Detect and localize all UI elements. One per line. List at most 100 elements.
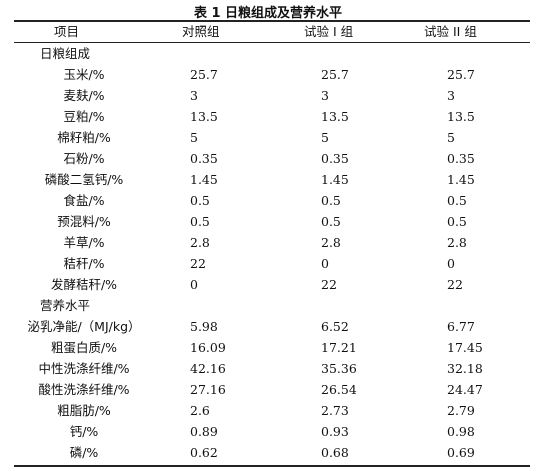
control-value: 16.09 [190, 340, 226, 355]
table-row: 豆粕/% 13.5 13.5 13.5 [14, 106, 530, 127]
bottom-rule [14, 465, 530, 467]
table-row: 泌乳净能/（MJ/kg） 5.98 6.52 6.77 [14, 316, 530, 337]
row-label: 豆粕/% [63, 109, 105, 124]
section-nutrient-level: 营养水平 [14, 295, 530, 316]
control-value: 2.8 [190, 235, 210, 250]
row-label: 食盐/% [63, 193, 105, 208]
table-row: 粗脂肪/% 2.6 2.73 2.79 [14, 400, 530, 421]
trial-1-value: 1.45 [321, 172, 349, 187]
control-value: 0.89 [190, 424, 218, 439]
trial-2-value: 32.18 [447, 361, 483, 376]
row-label: 麦麸/% [63, 88, 105, 103]
trial-1-value: 0.68 [321, 445, 349, 460]
row-label: 羊草/% [63, 235, 105, 250]
table-row: 麦麸/% 3 3 3 [14, 85, 530, 106]
control-value: 22 [190, 256, 206, 271]
table-row: 钙/% 0.89 0.93 0.98 [14, 421, 530, 442]
trial-2-value: 24.47 [447, 382, 483, 397]
control-value: 0.35 [190, 151, 218, 166]
trial-1-value: 5 [321, 130, 329, 145]
trial-2-value: 0.5 [447, 214, 467, 229]
trial-1-value: 0.35 [321, 151, 349, 166]
trial-1-value: 26.54 [321, 382, 357, 397]
row-label: 石粉/% [63, 151, 105, 166]
trial-1-value: 6.52 [321, 319, 349, 334]
trial-2-value: 0 [447, 256, 455, 271]
table-row: 石粉/% 0.35 0.35 0.35 [14, 148, 530, 169]
row-label: 磷酸二氢钙/% [44, 172, 124, 187]
trial-1-value: 25.7 [321, 67, 349, 82]
row-label: 泌乳净能/（MJ/kg） [27, 319, 141, 334]
control-value: 0 [190, 277, 198, 292]
trial-2-value: 6.77 [447, 319, 475, 334]
header-rule [14, 42, 530, 43]
table-row: 预混料/% 0.5 0.5 0.5 [14, 211, 530, 232]
trial-1-value: 3 [321, 88, 329, 103]
row-label: 玉米/% [63, 67, 105, 82]
section-diet-composition: 日粮组成 [14, 43, 530, 64]
trial-1-value: 0.5 [321, 214, 341, 229]
table-row: 粗蛋白质/% 16.09 17.21 17.45 [14, 337, 530, 358]
table-row: 磷酸二氢钙/% 1.45 1.45 1.45 [14, 169, 530, 190]
trial-2-value: 0.35 [447, 151, 475, 166]
trial-1-value: 35.36 [321, 361, 357, 376]
header-row: 项目 对照组 试验 I 组 试验 II 组 [14, 21, 530, 42]
trial-2-value: 22 [447, 277, 463, 292]
trial-1-value: 2.8 [321, 235, 341, 250]
trial-2-value: 13.5 [447, 109, 475, 124]
control-value: 25.7 [190, 67, 218, 82]
trial-1-value: 2.73 [321, 403, 349, 418]
header-control: 对照组 [182, 24, 220, 39]
trial-2-value: 0.69 [447, 445, 475, 460]
trial-2-value: 1.45 [447, 172, 475, 187]
table-title: 表 1 日粮组成及营养水平 [193, 6, 343, 21]
table-row: 酸性洗涤纤维/% 27.16 26.54 24.47 [14, 379, 530, 400]
table-row: 中性洗涤纤维/% 42.16 35.36 32.18 [14, 358, 530, 379]
section-label: 营养水平 [40, 298, 91, 313]
trial-1-value: 0.5 [321, 193, 341, 208]
trial-2-value: 2.79 [447, 403, 475, 418]
row-label: 粗脂肪/% [57, 403, 111, 418]
row-label: 酸性洗涤纤维/% [38, 382, 130, 397]
control-value: 1.45 [190, 172, 218, 187]
trial-1-value: 17.21 [321, 340, 357, 355]
row-label: 磷/% [69, 445, 99, 460]
control-value: 42.16 [190, 361, 226, 376]
control-value: 3 [190, 88, 198, 103]
row-label: 预混料/% [57, 214, 111, 229]
control-value: 0.5 [190, 193, 210, 208]
trial-2-value: 25.7 [447, 67, 475, 82]
row-label: 秸秆/% [63, 256, 105, 271]
control-value: 13.5 [190, 109, 218, 124]
header-item: 项目 [54, 24, 80, 39]
trial-1-value: 0.93 [321, 424, 349, 439]
trial-2-value: 0.5 [447, 193, 467, 208]
trial-2-value: 5 [447, 130, 455, 145]
table-row: 发酵秸秆/% 0 22 22 [14, 274, 530, 295]
table-row: 磷/% 0.62 0.68 0.69 [14, 442, 530, 463]
header-trial-2: 试验 II 组 [424, 24, 477, 39]
control-value: 2.6 [190, 403, 210, 418]
control-value: 5 [190, 130, 198, 145]
table-row: 食盐/% 0.5 0.5 0.5 [14, 190, 530, 211]
trial-2-value: 17.45 [447, 340, 483, 355]
row-label: 棉籽粕/% [57, 130, 111, 145]
row-label: 粗蛋白质/% [50, 340, 118, 355]
section-label: 日粮组成 [40, 46, 91, 61]
trial-1-value: 22 [321, 277, 337, 292]
table-row: 玉米/% 25.7 25.7 25.7 [14, 64, 530, 85]
table-row: 秸秆/% 22 0 0 [14, 253, 530, 274]
control-value: 27.16 [190, 382, 226, 397]
trial-1-value: 13.5 [321, 109, 349, 124]
control-value: 0.5 [190, 214, 210, 229]
trial-2-value: 0.98 [447, 424, 475, 439]
header-trial-1: 试验 I 组 [304, 24, 354, 39]
row-label: 钙/% [69, 424, 99, 439]
control-value: 5.98 [190, 319, 218, 334]
trial-1-value: 0 [321, 256, 329, 271]
trial-2-value: 3 [447, 88, 455, 103]
row-label: 中性洗涤纤维/% [38, 361, 130, 376]
table-row: 棉籽粕/% 5 5 5 [14, 127, 530, 148]
row-label: 发酵秸秆/% [50, 277, 118, 292]
control-value: 0.62 [190, 445, 218, 460]
